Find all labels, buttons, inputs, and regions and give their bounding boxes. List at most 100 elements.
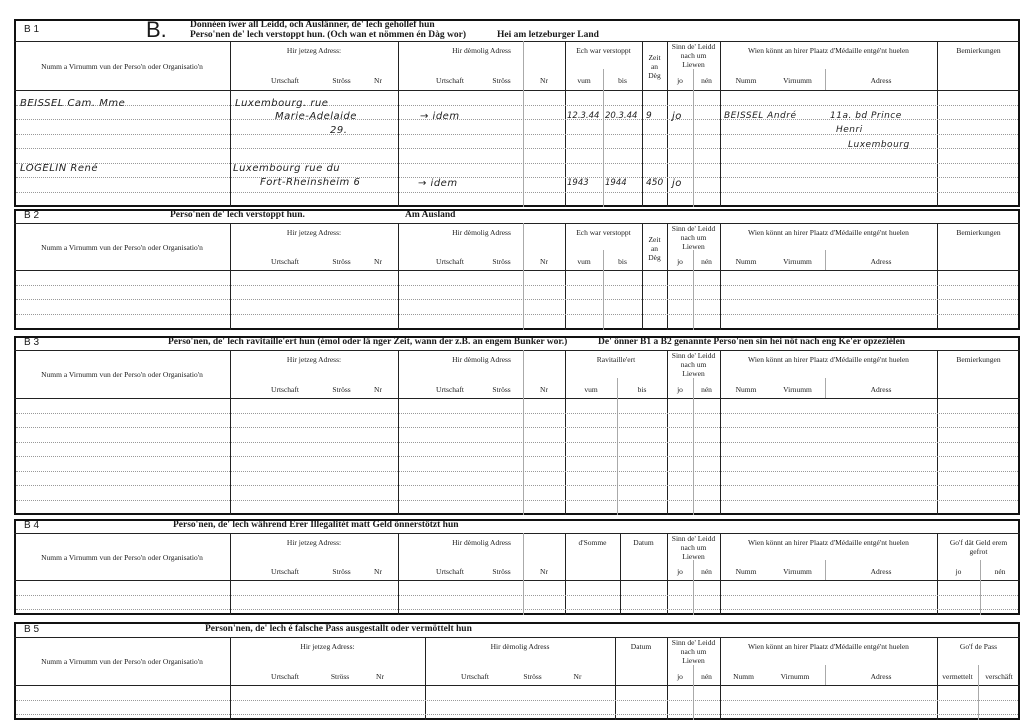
column-divider [667,223,668,330]
entry-former-address[interactable]: → idem [420,111,460,122]
column-label-nen: nén [701,256,712,266]
column-label-bis: bis [618,256,627,266]
entry-current-address[interactable]: Luxembourg rue du [233,163,341,174]
entry-medal-address[interactable]: Luxembourg [848,140,910,150]
column-divider [667,637,668,720]
subcolumn-divider [693,250,694,330]
column-divider [398,533,399,615]
subcolumn-divider [825,69,826,90]
section-title: Perso'nen, de' lech ravitaille'ert hun (… [168,337,568,347]
ruled-row-line [16,499,1018,501]
column-label-numm: Numm [735,384,757,394]
column-label-nr: Nr [374,384,382,394]
column-label-somme: d'Somme [578,538,607,547]
column-divider [620,533,621,615]
entry-name[interactable]: LOGELIN René [20,163,98,174]
column-divider [230,350,231,515]
column-label-nen: nén [701,671,712,681]
column-label-jetzeg: Hir jetzeg Adress: [286,355,342,364]
column-label-urtschaft: Urtschaft [271,671,299,681]
column-label-last: Go'f de Pass [959,642,998,651]
section-id: B 2 [24,210,40,221]
column-divider [425,637,426,720]
entry-medal-address[interactable]: Henri [836,125,863,135]
column-label-stross: Ströss [332,256,351,266]
column-divider [398,41,399,207]
entry-from-date[interactable]: 1943 [567,178,589,188]
column-label-urtschaft: Urtschaft [461,671,489,681]
entry-alive-yes[interactable]: jo [672,111,682,122]
subcolumn-divider [825,377,826,398]
section-5 [14,622,1020,720]
column-label-virnumm: Virnumm [783,566,812,576]
entry-current-address[interactable]: Luxembourg. rue [235,98,329,109]
section-header-divider [14,533,1020,534]
column-divider [937,223,938,330]
column-label-jo: jo [677,384,683,394]
ruled-row-line [16,441,1018,443]
ruled-row-line [16,714,1018,715]
entry-former-address[interactable]: → idem [418,178,458,189]
column-label-adress: Adress [870,256,892,266]
ruled-row-line [16,191,1018,193]
column-label-urtschaft: Urtschaft [436,566,464,576]
entry-to-date[interactable]: 1944 [605,178,627,188]
section-header-divider [14,637,1020,638]
entry-medal-recipient[interactable]: BEISSEL André [724,111,797,121]
column-label-name-col: Numm a Virnumm vun der Perso'n oder Orga… [41,552,203,562]
column-divider [230,41,231,207]
column-divider [667,41,668,207]
section-1 [14,19,1020,207]
entry-name[interactable]: BEISSEL Cam. Mme [20,98,126,109]
column-label-vum: vum [577,76,591,86]
ruled-row-line [16,119,1018,120]
column-label-last: Bemierkungen [956,355,1001,364]
column-label-last: Bemierkungen [956,46,1001,55]
subcolumn-divider [603,250,604,330]
column-label-sinn: Sinn de' Leidd nach um Liewen [671,534,716,561]
form-letter: B. [146,17,167,42]
column-header-divider [14,398,1020,399]
ruled-row-line [16,284,1018,286]
section-title-right: Am Ausland [405,210,456,220]
column-label-vum: vum [577,256,591,266]
subcolumn-divider [978,664,979,720]
column-label-stross: Ströss [492,76,511,86]
subcolumn-divider [825,664,826,685]
entry-alive-yes[interactable]: jo [672,178,682,189]
entry-current-address[interactable]: 29. [330,125,348,136]
section-id: B 5 [24,623,40,635]
subcolumn-divider [693,664,694,720]
column-label-demolig: Hir dèmolig Adress [452,46,511,55]
column-label-medaille: Wien könnt an hirer Plaatz d'Médaille en… [748,642,909,651]
entry-current-address[interactable]: Fort-Rheinsheim 6 [260,177,361,188]
entry-days[interactable]: 450 [646,178,664,188]
ruled-row-line [16,609,1018,610]
entry-from-date[interactable]: 12.3.44 [567,111,600,121]
section-3 [14,336,1020,515]
entry-to-date[interactable]: 20.3.44 [605,111,638,121]
column-label-jo: jo [677,256,683,266]
entry-current-address[interactable]: Marie-Adelaide [275,111,357,122]
column-divider [720,350,721,515]
column-label-nr: Nr [374,566,382,576]
column-divider [230,637,231,720]
column-divider [937,41,938,207]
section-title: Perso'nen, de' lech während Erer Illegal… [173,520,459,530]
column-label-sinn: Sinn de' Leidd nach um Liewen [671,638,716,665]
section-id: B 3 [24,337,40,348]
column-divider [937,637,938,720]
column-label-urtschaft: Urtschaft [436,76,464,86]
subcolumn-divider [825,250,826,270]
column-label-last: Go'f dät Geld erem gefrot [949,538,1008,556]
column-divider [937,350,938,515]
column-label-jo: jo [677,671,683,681]
entry-days[interactable]: 9 [646,111,652,121]
column-label-nr: Nr [374,76,382,86]
column-divider [230,223,231,330]
column-divider [720,637,721,720]
column-label-last-a: vermettelt [942,671,973,681]
entry-medal-address[interactable]: 11a. bd Prince [830,111,902,121]
column-label-nen: nén [701,76,712,86]
column-label-stross: Ströss [492,256,511,266]
